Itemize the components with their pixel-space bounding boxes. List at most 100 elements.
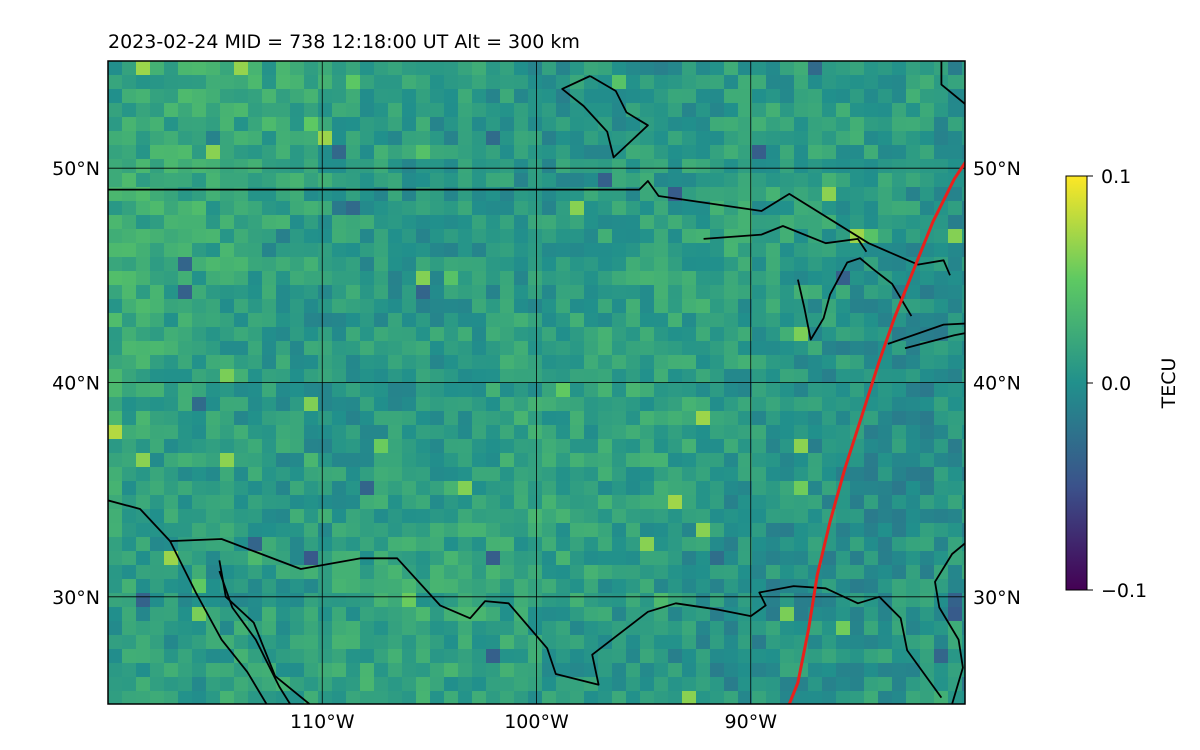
tec-cell — [318, 649, 333, 664]
tec-cell — [486, 439, 501, 454]
tec-cell — [472, 89, 487, 104]
tec-cell — [290, 649, 305, 664]
tec-cell — [332, 579, 347, 594]
tec-cell — [220, 285, 235, 300]
tec-cell — [206, 453, 221, 468]
tec-cell — [612, 341, 627, 356]
tec-cell — [808, 355, 823, 370]
tec-cell — [332, 173, 347, 188]
tec-cell — [598, 229, 613, 244]
tec-cell — [178, 159, 193, 174]
tec-cell — [920, 159, 935, 174]
tec-cell — [318, 495, 333, 510]
tec-cell — [850, 467, 865, 482]
lat-tick-label-right: 50°N — [973, 158, 1021, 180]
tec-cell — [514, 75, 529, 90]
tec-cell — [836, 117, 851, 132]
tec-cell — [430, 397, 445, 412]
tec-cell — [290, 173, 305, 188]
tec-cell — [668, 663, 683, 678]
tec-cell — [514, 397, 529, 412]
tec-cell — [570, 383, 585, 398]
tec-cell — [164, 341, 179, 356]
tec-cell — [822, 677, 837, 692]
tec-cell — [402, 187, 417, 202]
tec-cell — [906, 551, 921, 566]
tec-cell — [836, 691, 851, 704]
tec-cell — [150, 341, 165, 356]
tec-cell — [234, 89, 249, 104]
tec-cell — [528, 89, 543, 104]
tec-cell — [724, 355, 739, 370]
tec-cell — [556, 509, 571, 524]
tec-cell — [850, 103, 865, 118]
tec-cell — [598, 439, 613, 454]
tec-cell — [192, 663, 207, 678]
tec-cell — [234, 299, 249, 314]
tec-cell — [836, 621, 851, 636]
tec-cell — [626, 425, 641, 440]
tec-cell — [374, 537, 389, 552]
tec-cell — [220, 467, 235, 482]
tec-cell — [654, 607, 669, 622]
tec-cell — [416, 495, 431, 510]
tec-cell — [192, 341, 207, 356]
tec-cell — [472, 621, 487, 636]
tec-cell — [766, 327, 781, 342]
tec-cell — [514, 159, 529, 174]
tec-cell — [248, 397, 263, 412]
tec-cell — [836, 397, 851, 412]
tec-cell — [122, 677, 137, 692]
tec-cell — [822, 691, 837, 704]
tec-cell — [528, 649, 543, 664]
tec-cell — [248, 663, 263, 678]
tec-cell — [206, 75, 221, 90]
tec-cell — [150, 397, 165, 412]
tec-cell — [892, 495, 907, 510]
tec-cell — [738, 621, 753, 636]
tec-cell — [388, 593, 403, 608]
tec-cell — [836, 565, 851, 580]
tec-cell — [948, 523, 963, 538]
tec-cell — [458, 285, 473, 300]
tec-cell — [472, 467, 487, 482]
tec-cell — [584, 621, 599, 636]
satellite-track — [787, 160, 965, 704]
tec-cell — [416, 313, 431, 328]
tec-cell — [920, 677, 935, 692]
tec-cell — [682, 271, 697, 286]
tec-cell — [276, 201, 291, 216]
tec-cell — [864, 215, 879, 230]
tec-cell — [220, 131, 235, 146]
tec-cell — [416, 439, 431, 454]
tec-cell — [696, 495, 711, 510]
tec-cell — [472, 257, 487, 272]
tec-cell — [626, 467, 641, 482]
tec-cell — [164, 285, 179, 300]
tec-cell — [304, 173, 319, 188]
lat-tick-label-right: 40°N — [973, 373, 1021, 395]
tec-cell — [374, 621, 389, 636]
tec-cell — [752, 299, 767, 314]
tec-cell — [360, 523, 375, 538]
tec-cell — [262, 621, 277, 636]
tec-cell — [668, 677, 683, 692]
tec-cell — [766, 537, 781, 552]
tec-cell — [374, 89, 389, 104]
tec-cell — [710, 579, 725, 594]
tec-cell — [640, 327, 655, 342]
tec-cell — [892, 89, 907, 104]
tec-cell — [248, 173, 263, 188]
tec-cell — [556, 215, 571, 230]
tec-cell — [962, 593, 965, 608]
tec-cell — [724, 103, 739, 118]
tec-cell — [374, 383, 389, 398]
tec-cell — [962, 341, 965, 356]
tec-cell — [738, 89, 753, 104]
tec-cell — [108, 201, 123, 216]
tec-cell — [640, 551, 655, 566]
tec-cell — [850, 159, 865, 174]
tec-cell — [920, 257, 935, 272]
tec-cell — [808, 341, 823, 356]
tec-cell — [780, 635, 795, 650]
